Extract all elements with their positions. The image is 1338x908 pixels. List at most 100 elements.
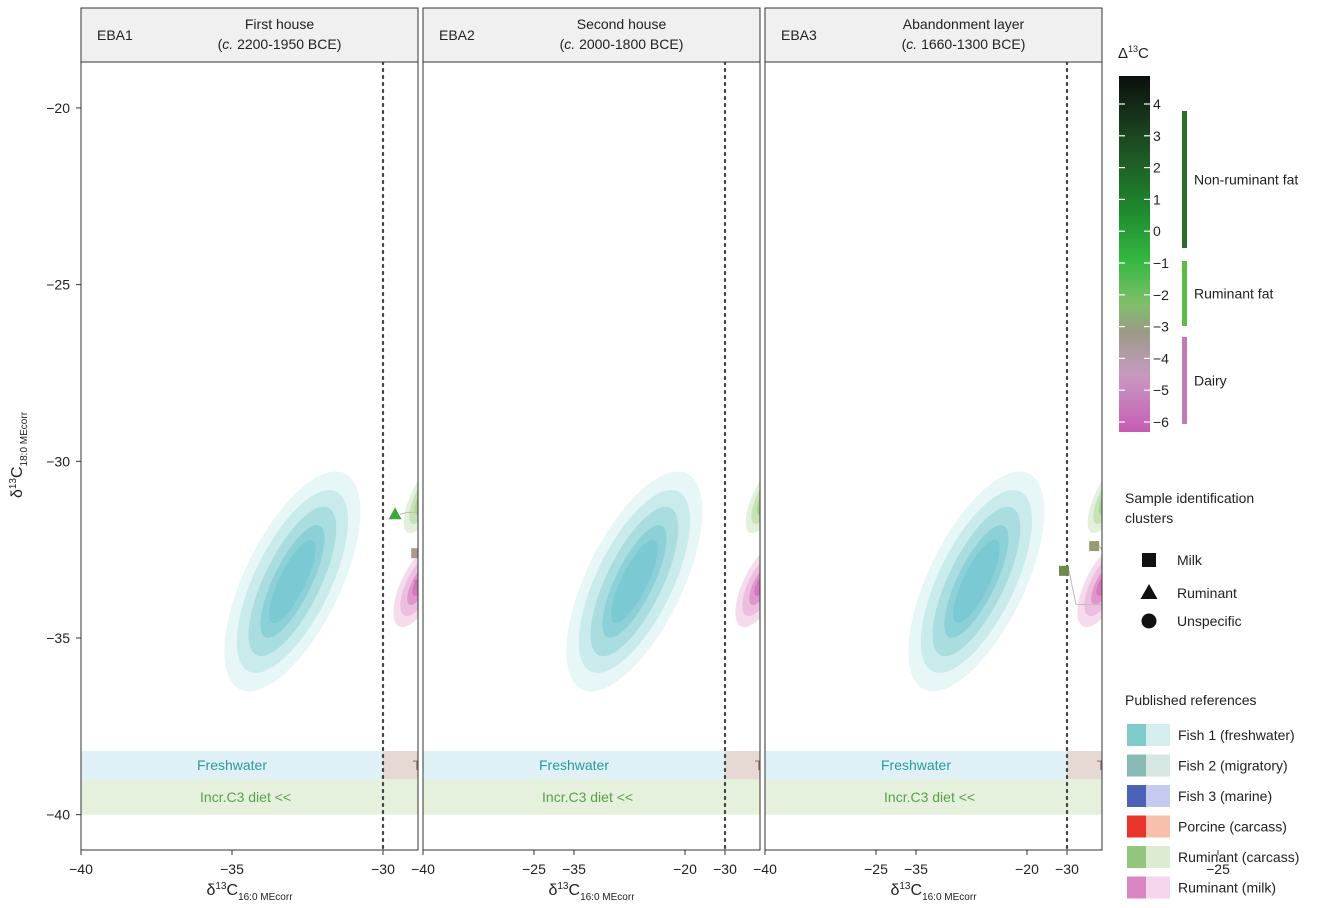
sample-mr6521se: MR6521SE (411, 548, 418, 559)
x-axis-label: δ13C16:0 MEcorr (890, 881, 977, 903)
colorbar-tick-label: −1 (1153, 255, 1169, 271)
terrestrial-zone (383, 751, 418, 780)
diet-zones: FreshwaterTerrestrialMarineIncr.C3 diet … (81, 751, 418, 815)
shape-legend: Sample identification clusters Milk Ruminan… (1125, 490, 1254, 629)
sample-marker (1110, 541, 1120, 551)
x-tick-label: −35 (562, 861, 586, 877)
panel-eba3: EBA3 Abandonment layer (c. 1660-1300 BCE) F… (753, 7, 1338, 903)
sample-marker (1138, 531, 1148, 541)
colorbar-bracket (1182, 261, 1187, 326)
freshwater-label: Freshwater (539, 757, 609, 773)
leader-line (1148, 531, 1314, 535)
panel-id: EBA1 (97, 27, 133, 43)
y-tick-label: −35 (46, 630, 70, 646)
panel-id: EBA3 (781, 27, 817, 43)
plot-area: FreshwaterTerrestrialMarineIncr.C3 diet … (81, 62, 418, 850)
colorbar-gradient (1119, 76, 1150, 432)
c3-diet-label: Incr.C3 diet << (884, 789, 975, 805)
sample-mr6618t: MR6618T (388, 507, 418, 520)
colorbar-tick-label: −5 (1153, 382, 1169, 398)
x-tick-label: −20 (673, 861, 697, 877)
c3-diet-zone (765, 779, 1102, 815)
x-tick-label: −25 (1206, 861, 1230, 877)
colorbar-tick-label: 3 (1153, 128, 1161, 144)
fish2-contour (1160, 216, 1245, 340)
colorbar-tick-label: 1 (1153, 191, 1161, 207)
shape-legend-title: clusters (1125, 510, 1173, 526)
x-tick-label: −25 (864, 861, 888, 877)
panels-layer: EBA1 First house (c. 2200-1950 BCE) Freshwa… (69, 7, 1338, 903)
c3-diet-label: Incr.C3 diet << (200, 789, 291, 805)
x-axis-label: δ13C16:0 MEcorr (548, 881, 635, 903)
colorbar-tick-label: −3 (1153, 319, 1169, 335)
fish3-contour (1176, 98, 1319, 302)
panel-title: Abandonment layer (903, 16, 1025, 32)
freshwater-zone (765, 751, 1067, 780)
colorbar-bracket (1182, 111, 1187, 248)
sample-marker (1089, 541, 1100, 552)
milk-marker (1142, 553, 1156, 567)
fish3-contour (1207, 140, 1290, 260)
colorbar-bracket-label: Non-ruminant fat (1194, 172, 1298, 188)
ref-swatch-dark (1127, 754, 1146, 777)
ref-swatch-dark (1127, 846, 1146, 868)
sample-label: MR6507SI (1317, 511, 1338, 527)
ruminant-milk-contour (412, 573, 418, 596)
sample-mr6550t: MR6550T (1089, 541, 1102, 552)
ref-legend-label: Ruminant (milk) (1178, 880, 1276, 896)
y-tick-label: −25 (46, 277, 70, 293)
x-tick-label: −35 (904, 861, 928, 877)
diet-zones: FreshwaterTerrestrialMarineIncr.C3 diet … (765, 751, 1330, 815)
plot-area: FreshwaterTerrestrialMarineIncr.C3 diet … (765, 62, 1338, 850)
x-axis-label: δ13C16:0 MEcorr (206, 881, 293, 903)
sample-mr6573t: MR6573T (1058, 565, 1338, 612)
x-tick-label: −20 (1015, 861, 1039, 877)
fish3-contour (1192, 119, 1305, 281)
x-tick-label: −40 (753, 861, 777, 877)
fish1-contour (611, 539, 658, 624)
colorbar-bracket-label: Ruminant fat (1194, 286, 1273, 302)
ref-swatch-light (1146, 754, 1170, 777)
panel-header (422, 7, 761, 63)
leader-line (1098, 545, 1102, 551)
colorbar: Δ13C 4 3 2 1 0 −1 −2 −3 −4 −5 −6 Non-ruminant fat Rum… (1118, 44, 1298, 432)
ref-legend-label: Ruminant (carcass) (1178, 849, 1299, 865)
panel-subtitle: (c. 2200-1950 BCE) (218, 36, 342, 52)
terrestrial-zone (1067, 751, 1102, 780)
ref-swatch-dark (1127, 876, 1146, 899)
sample-label: MR6524T (1317, 535, 1338, 551)
ref-legend-label: Fish 1 (freshwater) (1178, 727, 1295, 743)
plot-background (423, 8, 760, 850)
sample-marker (1110, 552, 1120, 562)
colorbar-title: Δ13C (1118, 44, 1149, 62)
sample-mr6524t: MR6524T (1128, 531, 1338, 552)
x-tick-label: −35 (220, 861, 244, 877)
sample-label: MR6602T (1317, 572, 1338, 588)
sample-mr6521t: MR6521T (414, 579, 418, 590)
porcine-contour (1183, 217, 1229, 281)
colorbar-tick-label: 4 (1153, 96, 1161, 112)
c3-diet-zone (423, 779, 760, 815)
panel-frame (764, 7, 1103, 851)
leader-line (1154, 477, 1313, 490)
plot-area: FreshwaterTerrestrialMarineIncr.C3 diet … (423, 62, 816, 850)
ref-swatch-dark (1127, 724, 1146, 746)
shape-legend-label: Unspecific (1177, 613, 1242, 629)
sample-marker (1058, 565, 1069, 576)
sample-label: MR6573T (1317, 596, 1338, 612)
panel-subtitle: (c. 1660-1300 BCE) (902, 36, 1026, 52)
leader-line (1138, 536, 1313, 544)
terrestrial-label: Terrestrial (755, 757, 816, 773)
sample-mr6507si: MR6507SI (1177, 511, 1338, 537)
plot-background (765, 8, 1102, 850)
sample-marker (1177, 527, 1187, 537)
sample-marker (411, 548, 418, 559)
leader-line (1068, 570, 1102, 606)
ruminant-marker (1140, 584, 1158, 599)
plot-background (81, 8, 418, 850)
panel-frame (80, 7, 419, 851)
sample-marker (1101, 558, 1102, 569)
marine-label: Marine (1287, 757, 1330, 773)
ref-swatch-light (1146, 876, 1170, 899)
